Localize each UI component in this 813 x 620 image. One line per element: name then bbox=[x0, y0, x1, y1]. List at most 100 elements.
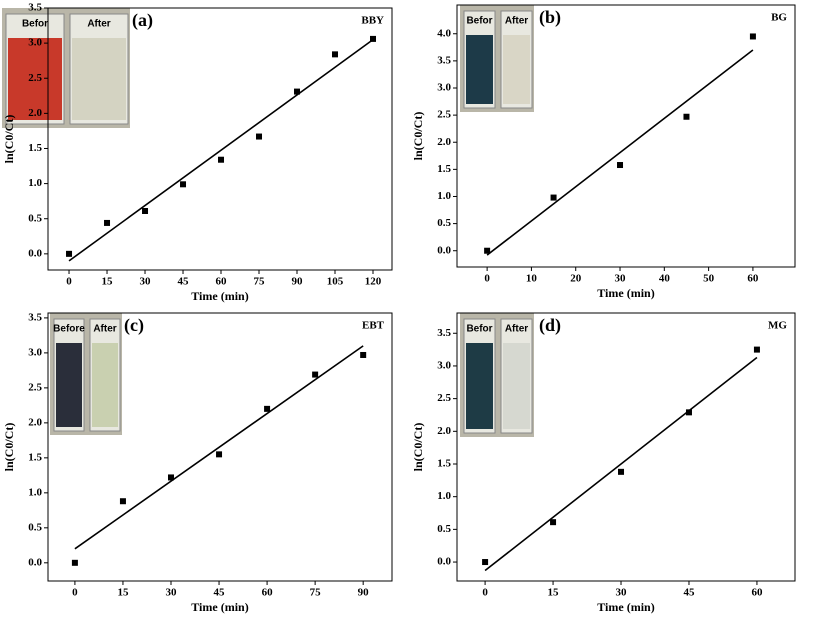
y-tick-label: 1.5 bbox=[437, 163, 451, 175]
fit-line bbox=[74, 345, 364, 550]
y-axis-label: ln(C0/Ct) bbox=[411, 112, 425, 161]
data-point bbox=[312, 371, 319, 378]
y-axis-label: ln(C0/Ct) bbox=[411, 423, 425, 472]
x-tick-label: 120 bbox=[365, 276, 382, 288]
cuvette-liquid bbox=[92, 343, 118, 427]
data-point bbox=[617, 162, 624, 169]
inset-label: After bbox=[505, 324, 528, 335]
y-tick-label: 0.5 bbox=[28, 521, 42, 533]
cuvette-liquid bbox=[466, 343, 493, 429]
fit-line bbox=[68, 38, 374, 262]
cuvette-liquid bbox=[56, 343, 82, 427]
data-point bbox=[332, 51, 339, 58]
x-tick-label: 20 bbox=[570, 273, 582, 285]
x-tick-label: 45 bbox=[214, 587, 226, 599]
cuvette-liquid bbox=[72, 38, 126, 120]
inset-label: Before bbox=[53, 324, 85, 335]
y-tick-label: 1.5 bbox=[437, 458, 451, 470]
x-tick-label: 0 bbox=[66, 276, 72, 288]
data-point bbox=[104, 219, 111, 226]
data-point bbox=[370, 35, 377, 42]
x-tick-label: 90 bbox=[292, 276, 304, 288]
data-point bbox=[294, 88, 301, 95]
data-point bbox=[550, 194, 557, 201]
y-axis-label: ln(C0/Ct) bbox=[2, 115, 16, 164]
inset-photo: Before After bbox=[50, 313, 122, 435]
y-tick-label: 0.0 bbox=[28, 556, 42, 568]
y-tick-label: 3.0 bbox=[28, 37, 42, 49]
y-tick-label: 0.5 bbox=[28, 212, 42, 224]
x-tick-label: 105 bbox=[327, 276, 344, 288]
inset-photo: Befor After bbox=[2, 8, 130, 128]
x-tick-label: 15 bbox=[548, 587, 560, 599]
x-tick-label: 60 bbox=[262, 587, 274, 599]
data-point bbox=[550, 519, 557, 526]
x-tick-label: 60 bbox=[751, 587, 763, 599]
x-tick-label: 75 bbox=[254, 276, 266, 288]
x-tick-label: 30 bbox=[615, 273, 627, 285]
y-tick-label: 3.5 bbox=[437, 54, 451, 66]
y-tick-label: 4.0 bbox=[437, 27, 451, 39]
inset-label: Befor bbox=[466, 16, 492, 27]
data-point bbox=[71, 559, 78, 566]
cuvette-liquid bbox=[8, 38, 62, 120]
y-tick-label: 2.5 bbox=[437, 109, 451, 121]
x-tick-label: 10 bbox=[526, 273, 538, 285]
y-tick-label: 1.5 bbox=[28, 142, 42, 154]
data-point bbox=[218, 156, 225, 163]
x-tick-label: 45 bbox=[683, 587, 695, 599]
plot-frame bbox=[47, 312, 393, 582]
inset-label: After bbox=[87, 19, 110, 30]
inset-label: After bbox=[505, 16, 528, 27]
y-tick-label: 2.0 bbox=[28, 416, 42, 428]
x-tick-label: 0 bbox=[482, 587, 488, 599]
inset-label: After bbox=[93, 324, 116, 335]
y-tick-label: 2.0 bbox=[437, 425, 451, 437]
y-tick-label: 3.0 bbox=[437, 82, 451, 94]
y-tick-label: 1.5 bbox=[28, 451, 42, 463]
data-point bbox=[180, 181, 187, 188]
y-tick-label: 0.0 bbox=[28, 247, 42, 259]
x-tick-label: 30 bbox=[616, 587, 628, 599]
panel-label: (d) bbox=[539, 315, 561, 336]
data-point bbox=[264, 405, 271, 412]
y-tick-label: 1.0 bbox=[28, 177, 42, 189]
data-point bbox=[618, 468, 625, 475]
y-tick-label: 3.5 bbox=[437, 327, 451, 339]
x-tick-label: 30 bbox=[165, 587, 177, 599]
y-tick-label: 3.0 bbox=[437, 359, 451, 371]
cuvette-liquid bbox=[503, 35, 530, 104]
x-axis-label: Time (min) bbox=[191, 289, 248, 303]
data-point bbox=[749, 33, 756, 40]
x-tick-label: 90 bbox=[358, 587, 370, 599]
panel-label: (b) bbox=[539, 7, 561, 28]
inset-label: Befor bbox=[22, 19, 48, 30]
data-point bbox=[66, 250, 73, 257]
data-point bbox=[685, 409, 692, 416]
x-tick-label: 60 bbox=[747, 273, 759, 285]
series-name: BG bbox=[771, 12, 787, 24]
data-point bbox=[216, 451, 223, 458]
panel-label: (c) bbox=[124, 315, 144, 336]
y-tick-label: 2.5 bbox=[437, 392, 451, 404]
plot-frame bbox=[47, 7, 393, 271]
x-tick-label: 40 bbox=[659, 273, 671, 285]
x-tick-label: 15 bbox=[102, 276, 114, 288]
data-point bbox=[360, 351, 367, 358]
data-point bbox=[167, 474, 174, 481]
x-axis-label: Time (min) bbox=[597, 600, 654, 614]
y-tick-label: 2.0 bbox=[437, 136, 451, 148]
data-point bbox=[484, 247, 491, 254]
x-axis-label: Time (min) bbox=[597, 286, 654, 300]
y-tick-label: 0.5 bbox=[437, 523, 451, 535]
cuvette-liquid bbox=[503, 343, 530, 429]
x-axis-label: Time (min) bbox=[191, 600, 248, 614]
panel: Befor After 0 15 30 45 60 75 90 105 120 0.0 0.5 1.0 1.… bbox=[2, 2, 393, 303]
x-tick-label: 45 bbox=[178, 276, 190, 288]
panel: Befor After 0 10 20 30 40 50 60 0.0 0.5 1.0 1.5 2.0 2.… bbox=[411, 4, 796, 300]
series-name: MG bbox=[768, 320, 787, 332]
y-tick-label: 0.5 bbox=[437, 217, 451, 229]
fit-line bbox=[484, 356, 758, 572]
x-tick-label: 30 bbox=[140, 276, 152, 288]
